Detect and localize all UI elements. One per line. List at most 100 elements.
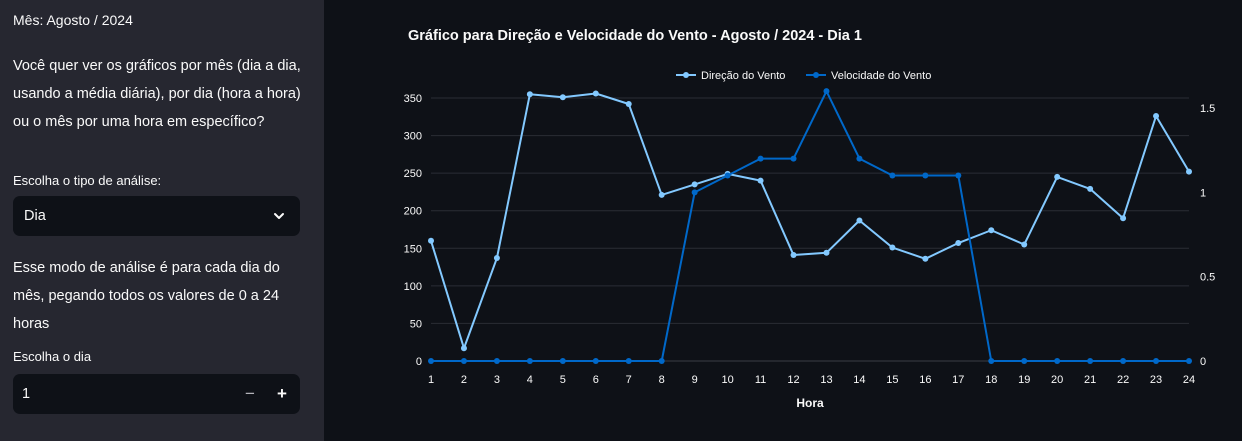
data-point bbox=[724, 172, 731, 179]
data-point bbox=[988, 227, 995, 234]
legend-label: Direção do Vento bbox=[701, 70, 785, 82]
analysis-question: Você quer ver os gráficos por mês (dia a… bbox=[13, 58, 301, 130]
y-left-tick-label: 250 bbox=[404, 168, 422, 180]
data-point bbox=[592, 90, 599, 97]
data-point bbox=[691, 181, 698, 188]
data-point bbox=[790, 155, 797, 162]
data-point bbox=[526, 358, 533, 364]
x-tick-label: 7 bbox=[626, 374, 632, 386]
decrement-button[interactable]: − bbox=[245, 384, 255, 403]
data-point bbox=[592, 358, 599, 364]
analysis-type-select[interactable]: Dia bbox=[13, 196, 300, 236]
x-tick-label: 17 bbox=[952, 374, 964, 386]
day-value[interactable]: 1 bbox=[22, 386, 31, 402]
data-point bbox=[1153, 358, 1160, 364]
data-point bbox=[856, 155, 863, 162]
x-axis-label: Hora bbox=[796, 396, 824, 410]
analysis-type-label: Escolha o tipo de análise: bbox=[13, 173, 162, 188]
data-point bbox=[889, 172, 896, 179]
data-point bbox=[1087, 185, 1094, 192]
day-label: Escolha o dia bbox=[13, 349, 92, 364]
data-point bbox=[1054, 358, 1061, 364]
series-line bbox=[430, 92, 1190, 350]
data-point bbox=[559, 358, 566, 364]
data-point bbox=[658, 358, 665, 364]
x-tick-label: 4 bbox=[527, 374, 533, 386]
data-point bbox=[1120, 215, 1127, 222]
chart-panel: Gráfico para Direção e Velocidade do Ven… bbox=[324, 0, 1242, 441]
y-right-tick-label: 0 bbox=[1200, 356, 1206, 368]
x-tick-label: 23 bbox=[1150, 374, 1162, 386]
data-point bbox=[1087, 358, 1094, 364]
x-tick-label: 9 bbox=[692, 374, 698, 386]
chevron-down-icon bbox=[274, 213, 284, 219]
x-tick-label: 11 bbox=[755, 374, 766, 386]
legend-marker bbox=[813, 72, 819, 78]
x-tick-label: 6 bbox=[593, 374, 599, 386]
data-point bbox=[889, 244, 896, 251]
x-tick-label: 16 bbox=[919, 374, 931, 386]
data-point bbox=[1021, 241, 1028, 248]
analysis-info: Esse modo de análise é para cada dia do … bbox=[13, 260, 280, 332]
x-tick-label: 3 bbox=[494, 374, 500, 386]
analysis-type-value: Dia bbox=[24, 208, 46, 224]
data-point bbox=[823, 249, 830, 256]
y-right-tick-label: 1.5 bbox=[1200, 103, 1215, 115]
data-point bbox=[1153, 113, 1160, 120]
data-point bbox=[856, 217, 863, 224]
data-point bbox=[1021, 358, 1028, 364]
y-left-tick-label: 200 bbox=[404, 206, 422, 218]
x-tick-label: 13 bbox=[820, 374, 832, 386]
y-left-tick-label: 50 bbox=[410, 318, 422, 330]
data-point bbox=[493, 358, 500, 364]
data-point bbox=[955, 240, 962, 247]
x-tick-label: 24 bbox=[1183, 374, 1195, 386]
x-tick-label: 22 bbox=[1117, 374, 1129, 386]
data-point bbox=[460, 345, 467, 352]
x-tick-label: 19 bbox=[1018, 374, 1030, 386]
y-left-tick-label: 0 bbox=[416, 356, 422, 368]
x-tick-label: 2 bbox=[461, 374, 467, 386]
chart-title: Gráfico para Direção e Velocidade do Ven… bbox=[408, 28, 862, 44]
data-point bbox=[1186, 168, 1192, 175]
increment-button[interactable]: + bbox=[277, 384, 287, 403]
data-point bbox=[790, 252, 797, 259]
data-point bbox=[1186, 358, 1192, 364]
data-point bbox=[955, 172, 962, 179]
data-point bbox=[526, 91, 533, 98]
x-tick-label: 10 bbox=[721, 374, 733, 386]
data-point bbox=[922, 255, 929, 262]
y-left-tick-label: 300 bbox=[404, 131, 422, 143]
data-point bbox=[757, 155, 764, 162]
data-point bbox=[988, 358, 995, 364]
month-label: Mês: Agosto / 2024 bbox=[13, 12, 133, 28]
data-point bbox=[691, 189, 698, 196]
y-left-tick-label: 100 bbox=[404, 281, 422, 293]
y-left-tick-label: 150 bbox=[404, 243, 422, 255]
x-tick-label: 15 bbox=[886, 374, 898, 386]
data-point bbox=[922, 172, 929, 179]
day-number-input[interactable]: 1 − + bbox=[13, 374, 300, 414]
data-point bbox=[625, 358, 632, 364]
x-tick-label: 5 bbox=[560, 374, 566, 386]
legend-marker bbox=[683, 72, 689, 78]
data-point bbox=[428, 358, 434, 364]
x-tick-label: 20 bbox=[1051, 374, 1063, 386]
data-point bbox=[428, 237, 434, 244]
x-tick-label: 18 bbox=[985, 374, 997, 386]
x-tick-label: 8 bbox=[659, 374, 665, 386]
data-point bbox=[493, 255, 500, 262]
data-point bbox=[757, 177, 764, 184]
x-tick-label: 14 bbox=[853, 374, 865, 386]
data-point bbox=[1054, 173, 1061, 180]
data-point bbox=[460, 358, 467, 364]
data-point bbox=[1120, 358, 1127, 364]
data-point bbox=[559, 94, 566, 101]
data-point bbox=[658, 191, 665, 198]
series-line bbox=[431, 90, 1189, 362]
x-tick-label: 12 bbox=[787, 374, 799, 386]
data-point bbox=[625, 101, 632, 108]
y-left-tick-label: 350 bbox=[404, 93, 422, 105]
x-tick-label: 21 bbox=[1084, 374, 1096, 386]
